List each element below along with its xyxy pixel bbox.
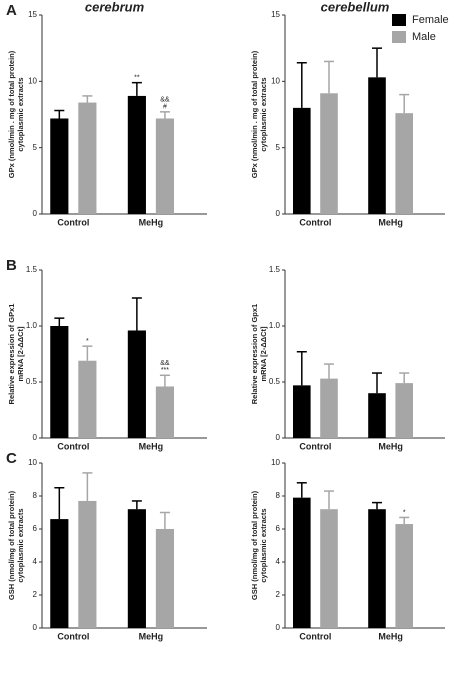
panel-label: B [6,257,17,274]
y-axis-label: GPx (nmol/min . mg of total protein) [7,50,16,178]
y-axis-label: Relative expression of GPx1 [7,304,16,405]
y-tick-label: 0 [33,623,38,632]
bar [155,529,174,628]
x-tick-label: Control [299,441,331,451]
y-tick-label: 6 [276,524,281,533]
y-axis-label: cytoplasmic extracts [16,77,25,151]
chart-title: cerebrum [85,0,145,14]
y-tick-label: 10 [271,458,280,467]
legend-label: Female [412,14,449,26]
bar [50,118,69,214]
bar [127,509,146,628]
y-tick-label: 0 [33,433,38,442]
y-tick-label: 8 [33,491,38,500]
bar [395,524,413,628]
bar [127,95,146,214]
significance-mark: && [160,97,170,104]
y-axis-label: mRNA [2-ΔΔCt] [259,326,268,382]
x-tick-label: Control [299,631,331,641]
y-tick-label: 1.0 [26,321,38,330]
y-tick-label: 1.0 [269,321,281,330]
y-axis-label: mRNA [2-ΔΔCt] [16,326,25,382]
x-tick-label: MeHg [139,441,164,451]
significance-mark: *** [161,367,169,374]
legend-swatch [392,31,406,43]
y-tick-label: 10 [28,458,37,467]
significance-mark: # [163,104,167,111]
y-axis-label: GPx (nmol/min . mg of total protein) [250,50,259,178]
bar [320,509,338,628]
y-axis-label: cytoplasmic extracts [259,508,268,582]
bar [78,102,97,214]
y-tick-label: 15 [28,10,37,19]
bar [320,93,338,214]
y-tick-label: 0 [276,433,281,442]
y-tick-label: 4 [276,557,281,566]
x-tick-label: MeHg [139,217,164,227]
y-tick-label: 1.5 [269,265,281,274]
y-tick-label: 5 [276,143,281,152]
bar [368,393,386,438]
y-tick-label: 2 [276,590,281,599]
y-axis-label: GSH (nmol/mg of total protein) [7,490,16,600]
legend-swatch [392,14,406,26]
x-tick-label: Control [57,217,89,227]
bar [50,326,69,438]
y-tick-label: 0 [276,623,281,632]
bar [368,77,386,214]
y-axis-label: Relative expression of Gpx1 [250,304,259,404]
x-tick-label: Control [57,441,89,451]
bar [320,378,338,438]
x-tick-label: MeHg [378,217,403,227]
bar [50,519,69,628]
y-tick-label: 5 [33,143,38,152]
y-tick-label: 0.5 [26,377,38,386]
bar [293,107,311,214]
legend-label: Male [412,31,436,43]
chart-title: cerebellum [321,0,390,14]
y-tick-label: 6 [33,524,38,533]
x-tick-label: MeHg [139,631,164,641]
y-tick-label: 4 [33,557,38,566]
bar [155,386,174,438]
bar [293,385,311,438]
bar [395,113,413,214]
x-tick-label: MeHg [378,441,403,451]
bar [368,509,386,628]
y-axis-label: cytoplasmic extracts [259,77,268,151]
y-tick-label: 15 [271,10,280,19]
y-tick-label: 8 [276,491,281,500]
y-tick-label: 10 [28,76,37,85]
bar [395,383,413,438]
y-tick-label: 1.5 [26,265,38,274]
x-tick-label: MeHg [378,631,403,641]
significance-mark: * [86,338,89,345]
bar [127,330,146,438]
y-axis-label: cytoplasmic extracts [16,508,25,582]
y-tick-label: 10 [271,76,280,85]
bar [155,118,174,214]
panel-label: A [6,2,17,19]
significance-mark: && [160,360,170,367]
bar [293,497,311,628]
significance-mark: ** [134,75,140,82]
y-tick-label: 2 [33,590,38,599]
panel-label: C [6,450,17,467]
y-axis-label: GSH (nmol/mg of total protein) [250,490,259,600]
y-tick-label: 0.5 [269,377,281,386]
x-tick-label: Control [299,217,331,227]
bar [78,500,97,628]
y-tick-label: 0 [276,209,281,218]
y-tick-label: 0 [33,209,38,218]
significance-mark: * [403,509,406,516]
x-tick-label: Control [57,631,89,641]
bar [78,360,97,438]
